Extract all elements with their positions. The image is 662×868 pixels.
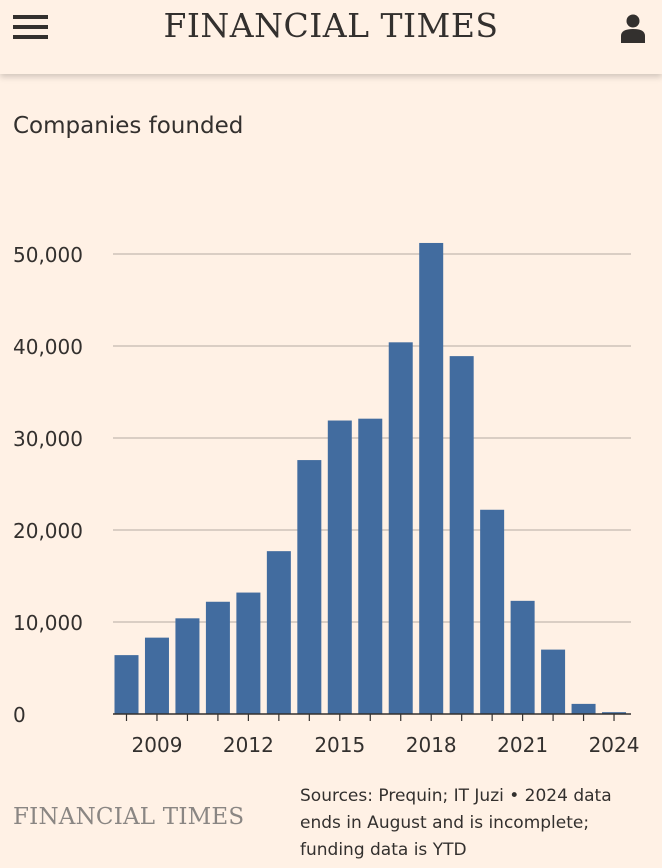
bar bbox=[144, 637, 169, 714]
bar bbox=[510, 600, 535, 714]
bar bbox=[602, 712, 627, 714]
hamburger-menu-icon[interactable] bbox=[13, 15, 48, 39]
bar bbox=[297, 460, 322, 714]
y-tick-label: 0 bbox=[13, 703, 26, 727]
bar bbox=[358, 418, 383, 714]
bar bbox=[175, 618, 200, 714]
bar bbox=[541, 649, 566, 714]
x-tick-label: 2021 bbox=[497, 733, 548, 757]
y-tick-label: 20,000 bbox=[13, 519, 83, 543]
site-logo[interactable]: FINANCIAL TIMES bbox=[163, 6, 499, 45]
site-header: FINANCIAL TIMES bbox=[0, 0, 662, 74]
user-account-icon[interactable] bbox=[619, 13, 647, 43]
chart-title: Companies founded bbox=[13, 113, 244, 139]
bar bbox=[236, 592, 261, 714]
bar bbox=[571, 703, 596, 714]
bar bbox=[388, 342, 413, 714]
x-tick-label: 2012 bbox=[223, 733, 274, 757]
footer-logo: FINANCIAL TIMES bbox=[13, 804, 245, 830]
x-tick-label: 2018 bbox=[406, 733, 457, 757]
y-tick-label: 30,000 bbox=[13, 427, 83, 451]
bar-chart: 0 10,000 20,000 30,000 40,000 50,000 2009 2012… bbox=[13, 242, 640, 757]
y-tick-label: 40,000 bbox=[13, 335, 83, 359]
x-tick-label: 2024 bbox=[589, 733, 640, 757]
x-tick-label: 2009 bbox=[132, 733, 183, 757]
gridlines: 0 10,000 20,000 30,000 40,000 50,000 bbox=[13, 243, 631, 727]
y-tick-label: 10,000 bbox=[13, 611, 83, 635]
bar bbox=[327, 420, 352, 714]
bar bbox=[205, 601, 230, 714]
bar bbox=[449, 356, 474, 714]
y-tick-label: 50,000 bbox=[13, 243, 83, 267]
bar bbox=[480, 509, 505, 714]
bar bbox=[266, 551, 291, 714]
bar bbox=[114, 655, 139, 714]
x-tick-label: 2015 bbox=[314, 733, 365, 757]
x-axis: 2009 2012 2015 2018 2021 2024 bbox=[113, 713, 640, 757]
bar bbox=[419, 242, 444, 714]
source-note: Sources: Prequin; IT Juzi • 2024 data en… bbox=[300, 786, 612, 860]
bars bbox=[114, 242, 627, 714]
